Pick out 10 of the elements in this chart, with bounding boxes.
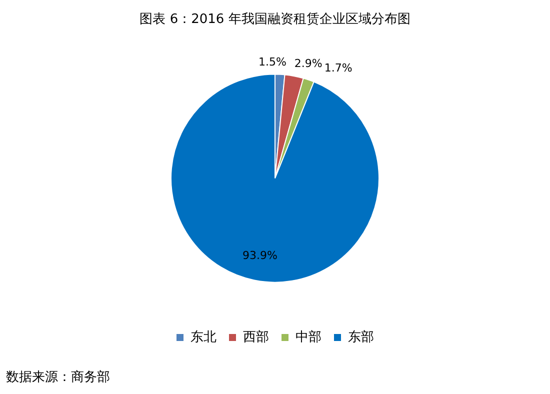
data-label: 93.9% xyxy=(242,248,278,262)
data-label: 1.5% xyxy=(258,55,286,68)
data-label: 2.9% xyxy=(294,57,322,70)
legend-label: 中部 xyxy=(296,330,322,345)
source-note: 数据来源：商务部 xyxy=(6,369,110,386)
legend-label: 东部 xyxy=(348,330,374,345)
data-label: 1.7% xyxy=(324,61,352,74)
legend-label: 西部 xyxy=(243,330,269,345)
legend-label: 东北 xyxy=(190,330,216,345)
chart-title: 图表 6：2016 年我国融资租赁企业区域分布图 xyxy=(140,12,410,28)
